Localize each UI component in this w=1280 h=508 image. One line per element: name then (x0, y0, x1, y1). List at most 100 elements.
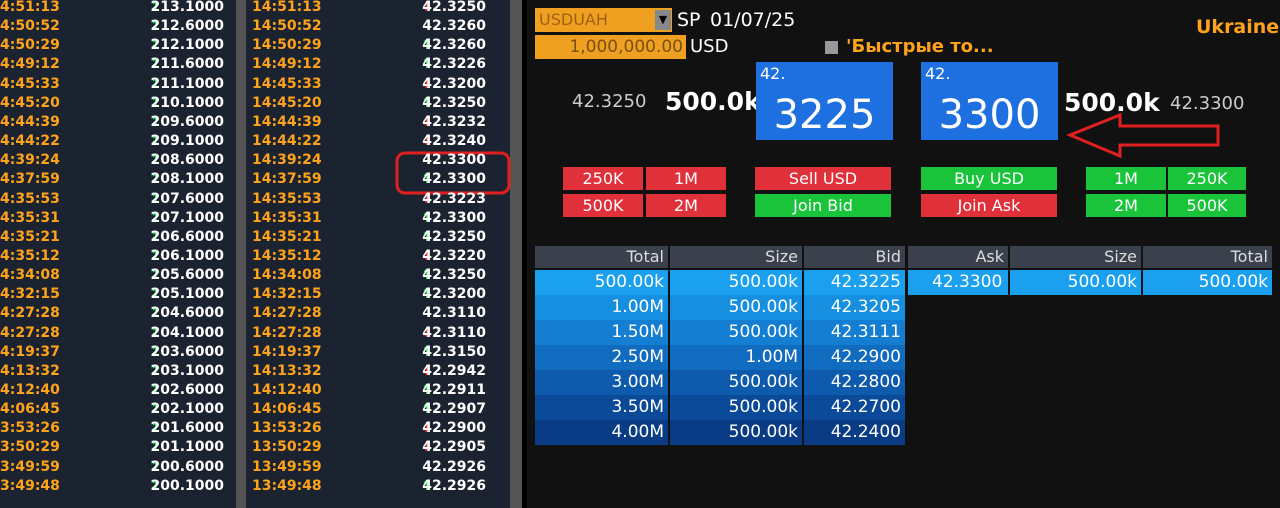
checkbox[interactable] (825, 41, 838, 54)
trade-direction: ↑ (150, 382, 162, 398)
trade-price: 42.3110 (422, 324, 486, 341)
trade-price: 42.3110 (422, 305, 486, 322)
trade-price: 42.3260 (422, 37, 486, 54)
trade-price: 42.3220 (422, 247, 486, 264)
buy-size[interactable]: 2M (1086, 194, 1166, 217)
trade-direction: ↑ (150, 458, 162, 475)
trade-time: 3:49:48 (0, 477, 60, 494)
bid-big: 3225 (773, 92, 876, 138)
sell-size[interactable]: 250K (563, 167, 643, 190)
trade-time: 13:49:48 (252, 477, 322, 494)
trade-time: 14:19:37 (252, 343, 322, 360)
trade-price: 210.1000 (150, 94, 224, 111)
trade-price: 42.2942 (422, 362, 486, 379)
trade-price: 42.3200 (422, 75, 486, 92)
trade-price: 42.3232 (422, 113, 486, 130)
trade-price: 209.1000 (150, 133, 224, 150)
trade-time: 14:37:59 (252, 171, 322, 188)
trade-price: 203.1000 (150, 362, 224, 379)
trade-direction: ↓ (421, 420, 433, 437)
bid-cell: 3.50M (535, 395, 668, 420)
trade-time: 14:45:20 (252, 94, 322, 111)
trade-direction: ↑ (421, 286, 433, 303)
amount-input[interactable]: 1,000,000.00 (535, 35, 686, 59)
bid-cell: 500.00k (670, 395, 802, 420)
trade-direction: ↓ (421, 133, 433, 150)
mode: SP (677, 9, 701, 31)
buy-size[interactable]: 500K (1168, 194, 1246, 217)
trade-direction: ↑ (150, 420, 162, 437)
join-bid-button[interactable]: Join Bid (755, 194, 891, 217)
bid-prefix: 42. (760, 64, 786, 83)
trade-time: 14:34:08 (252, 267, 322, 284)
book-header: Total (1143, 246, 1272, 268)
trade-direction: ↑ (421, 228, 433, 245)
bid-box[interactable]: 42. 3225 (756, 62, 893, 140)
quick-label: 'Быстрые то... (846, 36, 994, 57)
dropdown-arrow[interactable]: ▼ (655, 10, 671, 30)
sell-size[interactable]: 500K (563, 194, 643, 217)
buy-size[interactable]: 1M (1086, 167, 1166, 190)
trade-time: 4:19:37 (0, 343, 60, 360)
bid-cell: 42.3205 (804, 295, 905, 320)
trade-price: 42.3260 (422, 18, 486, 35)
sell-size[interactable]: 2M (646, 194, 726, 217)
sell-size[interactable]: 1M (646, 167, 726, 190)
scrollbar (510, 0, 522, 508)
trade-time: 4:44:39 (0, 113, 60, 130)
ask-big: 3300 (938, 92, 1041, 138)
bid-cell: 1.00M (670, 345, 802, 370)
bid-cell: 4.00M (535, 420, 668, 445)
bid-cell: 42.3225 (804, 270, 905, 295)
trade-time: 4:50:52 (0, 18, 60, 35)
trade-time: 14:35:12 (252, 247, 322, 264)
trade-direction: ↑ (150, 439, 162, 456)
trade-price: 205.6000 (150, 267, 224, 284)
trade-direction: ↑ (150, 228, 162, 245)
bid-cell: 500.00k (670, 295, 802, 320)
trade-time: 4:44:22 (0, 133, 60, 150)
trade-time: 14:06:45 (252, 401, 322, 418)
join-ask-button[interactable]: Join Ask (921, 194, 1057, 217)
trade-time: 4:45:33 (0, 75, 60, 92)
bid-cell: 1.00M (535, 295, 668, 320)
trade-price: 212.1000 (150, 37, 224, 54)
trade-time: 13:53:26 (252, 420, 322, 437)
trade-time: 14:51:13 (252, 0, 322, 15)
trade-direction: ↑ (421, 267, 433, 284)
ask-cell: 500.00k (1143, 270, 1272, 295)
trade-price: 42.3240 (422, 133, 486, 150)
buy-button[interactable]: Buy USD (921, 167, 1057, 190)
trade-direction: ↑ (150, 37, 162, 54)
bid-size: 500.0k (665, 87, 761, 116)
trade-price: 42.3300 (422, 171, 486, 188)
trade-time: 4:13:32 (0, 362, 60, 379)
buy-size[interactable]: 250K (1168, 167, 1246, 190)
trade-price: 42.2926 (422, 458, 486, 475)
bid-cell: 2.50M (535, 345, 668, 370)
book-header: Size (670, 246, 802, 268)
trade-price: 205.1000 (150, 286, 224, 303)
bid-cell: 42.2900 (804, 345, 905, 370)
trade-direction: ↑ (421, 343, 433, 360)
sell-button[interactable]: Sell USD (755, 167, 891, 190)
ask-size: 500.0k (1064, 88, 1160, 117)
trade-direction: ↑ (150, 133, 162, 150)
currency: USD (690, 36, 729, 57)
trade-time: 14:35:53 (252, 190, 322, 207)
trade-price: 42.2905 (422, 439, 486, 456)
ask-box[interactable]: 42. 3300 (921, 62, 1058, 140)
trade-price: 207.6000 (150, 190, 224, 207)
trade-direction: ↑ (150, 18, 162, 35)
trade-time: 4:35:21 (0, 228, 60, 245)
bid-cell: 500.00k (535, 270, 668, 295)
trade-price: 42.3150 (422, 343, 486, 360)
trade-time: 14:39:24 (252, 152, 322, 169)
highlight-circle (395, 151, 511, 195)
pair-select[interactable]: USDUAH (535, 8, 672, 32)
trade-price: 201.6000 (150, 420, 224, 437)
trade-price: 42.2926 (422, 477, 486, 494)
trade-price: 42.3250 (422, 0, 486, 15)
trade-price: 212.6000 (150, 18, 224, 35)
trade-direction: ↑ (150, 56, 162, 73)
